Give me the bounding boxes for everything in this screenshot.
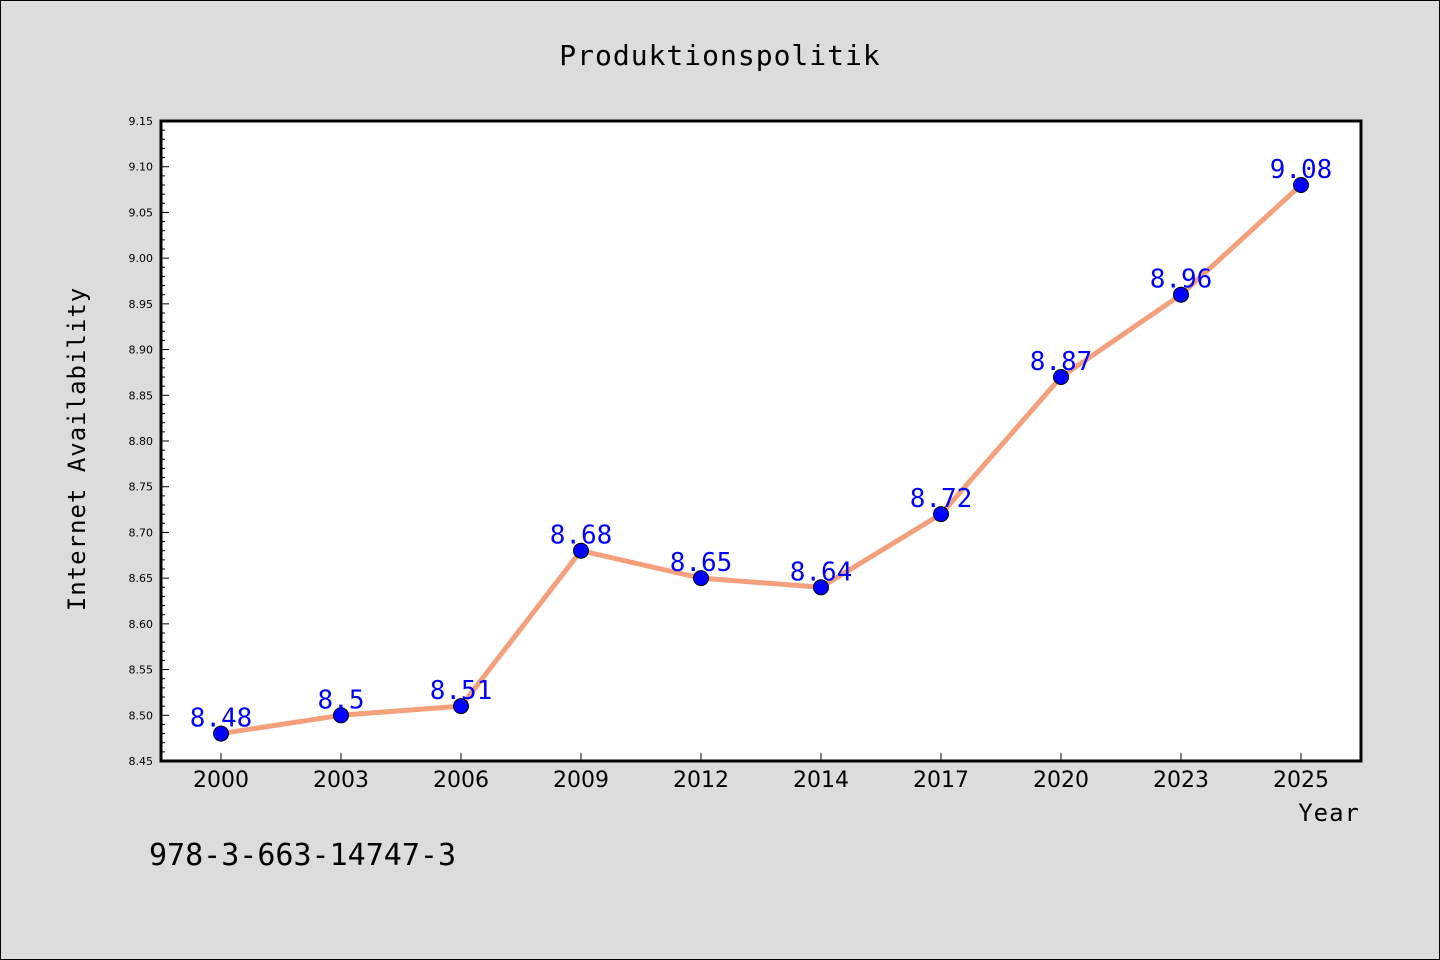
y-tick-label: 9.00 [129,252,154,265]
data-label: 9.08 [1270,155,1333,185]
data-label: 8.96 [1150,265,1213,295]
data-label: 8.68 [550,521,613,551]
y-tick-label: 8.70 [129,526,154,539]
x-tick-label: 2017 [913,768,969,793]
data-point [333,707,349,724]
y-tick-label: 8.55 [129,664,154,677]
chart-title: Produktionspolitik [559,39,880,72]
x-tick-label: 2023 [1153,768,1209,793]
y-tick-label: 9.15 [129,115,154,128]
y-tick-label: 8.60 [129,618,154,631]
data-label: 8.87 [1030,347,1093,377]
y-tick-label: 8.50 [129,709,154,722]
x-axis-label: Year [1298,799,1360,827]
data-label: 8.65 [670,548,733,578]
y-tick-label: 9.05 [129,206,154,219]
plot-area [161,121,1361,761]
data-point [1053,369,1069,385]
y-tick-label: 8.80 [129,435,154,448]
series-layer: 8.48 8.5 8.51 8.68 8.65 8.64 8.72 8.87 8.96 9.08 [190,155,1333,742]
x-axis: 2000 2003 2006 2009 2012 2014 2017 2020 2023 2025 [193,753,1329,793]
y-axis-label: Internet Availability [63,287,91,611]
data-point [813,579,829,596]
x-tick-label: 2025 [1273,768,1329,793]
data-label: 8.64 [790,557,853,587]
x-tick-label: 2014 [793,768,849,793]
x-tick-label: 2003 [313,768,369,793]
y-tick-label: 8.85 [129,389,154,402]
y-tick-label: 8.65 [129,572,154,585]
y-tick-label: 8.75 [129,481,154,494]
y-tick-label: 9.10 [129,161,154,174]
x-tick-label: 2012 [673,768,729,793]
data-point [1293,177,1309,193]
data-point [573,542,589,559]
x-tick-label: 2006 [433,768,489,793]
data-label: 8.72 [910,484,973,514]
data-point [213,725,229,742]
data-label: 8.5 [318,685,365,715]
data-point [453,698,469,715]
data-label: 8.48 [190,704,253,734]
x-tick-label: 2020 [1033,768,1089,793]
data-point [933,506,949,523]
y-tick-label: 8.90 [129,344,154,357]
data-point [693,570,709,587]
y-tick-label: 8.45 [129,755,154,768]
plot-frame [159,119,1363,763]
data-point [1173,286,1189,303]
x-tick-label: 2000 [193,768,249,793]
y-tick-label: 8.95 [129,298,154,311]
data-label: 8.51 [430,676,493,706]
series-line [218,182,1304,737]
isbn-text: 978-3-663-14747-3 [149,838,456,873]
y-axis: 8.45 8.50 8.55 8.60 8.65 8.70 8.75 8.80 8.85 8.90… [129,115,169,768]
x-tick-label: 2009 [553,768,609,793]
